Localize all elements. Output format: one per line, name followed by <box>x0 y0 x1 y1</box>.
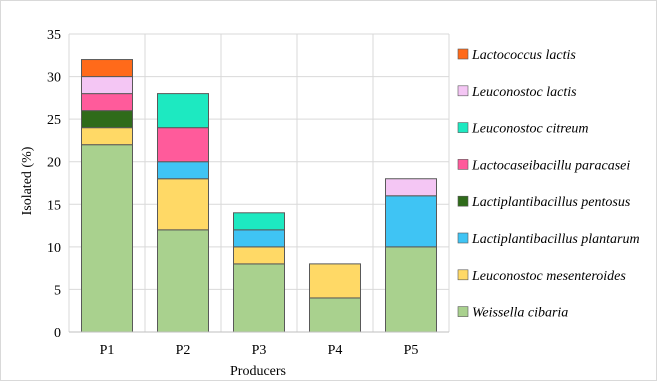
bar-segment <box>157 93 209 129</box>
y-tick-label: 5 <box>54 283 61 298</box>
y-tick-label: 15 <box>47 198 61 213</box>
legend-swatch <box>457 48 469 60</box>
bar-segment <box>157 178 209 231</box>
bar-segment <box>385 178 437 197</box>
legend-swatch <box>457 85 469 97</box>
bar-segment <box>81 144 133 333</box>
y-tick-label: 25 <box>47 113 61 128</box>
bar-segment <box>81 127 133 146</box>
x-axis-title: Producers <box>230 364 286 379</box>
x-tick-label: P4 <box>328 343 343 358</box>
y-tick-label: 20 <box>47 156 61 171</box>
legend-swatch <box>457 232 469 244</box>
bar-segment <box>233 263 285 333</box>
y-axis-title: Isolated (%) <box>20 146 35 215</box>
bar-segment <box>233 246 285 265</box>
legend-label: Lactococcus lactis <box>471 48 576 63</box>
legend-swatch <box>457 159 469 170</box>
y-tick-label: 10 <box>47 241 61 256</box>
bar-segment <box>157 161 209 180</box>
bar-segment <box>309 297 361 333</box>
bar-segment <box>309 263 361 299</box>
x-tick-label: P1 <box>100 343 115 358</box>
legend-label: Lactiplantibacillus pentosus <box>471 195 631 210</box>
legend-label: Weissella cibaria <box>472 306 568 321</box>
legend-label: Lactocaseibacillu paracasei <box>471 158 630 173</box>
bar-segment <box>157 229 209 333</box>
legend-swatch <box>457 269 469 281</box>
bar-segment <box>157 127 209 163</box>
bar-segment <box>81 93 133 112</box>
y-tick-label: 35 <box>47 28 61 43</box>
legend-label: Leuconostoc citreum <box>471 122 589 137</box>
bar-segment <box>385 246 437 333</box>
x-tick-label: P5 <box>404 343 419 358</box>
legend-swatch <box>457 306 469 317</box>
bars-group <box>81 59 437 333</box>
x-tick-label: P3 <box>252 343 267 358</box>
x-tick-label: P2 <box>176 343 191 358</box>
legend-label: Leuconostoc mesenteroides <box>471 269 626 284</box>
legend: Lactococcus lactis Leuconostoc lactis Leuc… <box>457 48 640 321</box>
y-tick-label: 30 <box>47 71 61 86</box>
bar-segment <box>81 110 133 129</box>
legend-label: Lactiplantibacillus plantarum <box>471 232 640 247</box>
legend-swatch <box>457 195 469 207</box>
bar-segment <box>233 212 285 231</box>
bar-segment <box>81 76 133 95</box>
bar-segment <box>233 229 285 248</box>
axes-group: 0 5 10 15 20 25 30 35 P1 P2 P3 P4 P5 <box>47 28 449 358</box>
bar-segment <box>385 195 437 248</box>
y-tick-label: 0 <box>54 326 61 341</box>
legend-label: Leuconostoc lactis <box>471 85 577 100</box>
bar-segment <box>81 59 133 78</box>
legend-swatch <box>457 122 469 133</box>
